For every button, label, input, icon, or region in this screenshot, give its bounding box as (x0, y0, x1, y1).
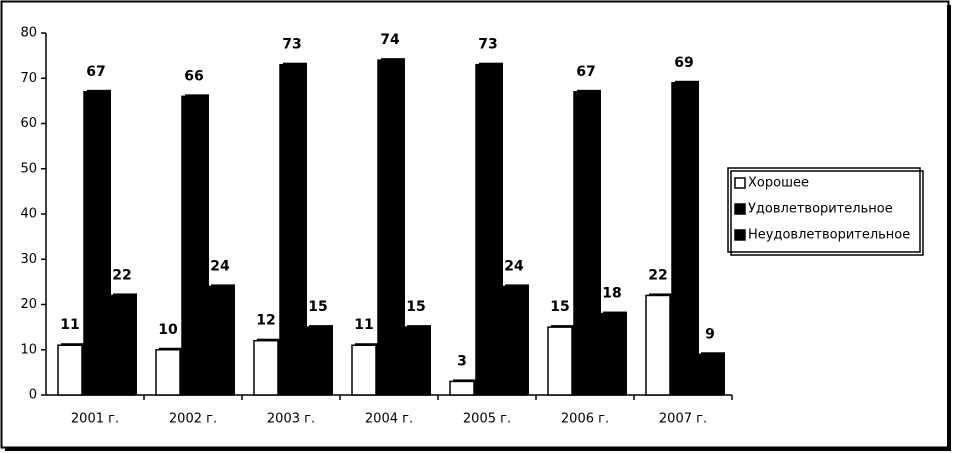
bar (279, 63, 305, 396)
y-tick-label: 30 (20, 252, 37, 267)
data-label: 12 (256, 313, 275, 329)
data-label: 22 (648, 267, 667, 283)
data-label: 15 (308, 299, 327, 315)
data-label: 69 (674, 55, 693, 71)
data-label: 73 (282, 37, 301, 53)
data-label: 66 (184, 68, 203, 84)
data-label: 11 (354, 317, 373, 333)
data-label: 24 (210, 258, 230, 274)
y-tick-label: 0 (29, 388, 37, 403)
x-tick-label: 2001 г. (71, 412, 119, 427)
legend-swatch (734, 229, 746, 241)
x-tick-label: 2002 г. (169, 412, 217, 427)
y-tick-label: 80 (20, 26, 37, 41)
x-tick-label: 2003 г. (267, 412, 315, 427)
data-label: 10 (158, 322, 178, 338)
bar (155, 349, 181, 396)
y-tick-label: 70 (20, 71, 37, 86)
bar (377, 59, 403, 396)
data-label: 3 (457, 353, 467, 369)
x-tick-label: 2007 г. (659, 412, 707, 427)
bar (181, 95, 207, 396)
legend-swatch (734, 177, 746, 189)
y-tick-label: 60 (20, 116, 37, 131)
legend-label: Хорошее (748, 176, 809, 191)
data-label: 15 (406, 299, 425, 315)
bar (207, 285, 233, 396)
legend-swatch (734, 203, 746, 215)
bar (697, 353, 723, 396)
bar (449, 380, 475, 396)
x-tick-label: 2006 г. (561, 412, 609, 427)
bar (305, 326, 331, 396)
legend-label: Удовлетворительное (748, 202, 893, 217)
bar (671, 82, 697, 396)
data-label: 24 (504, 258, 524, 274)
legend-shadow (730, 170, 924, 256)
bar (501, 285, 527, 396)
bar (475, 63, 501, 396)
data-label: 67 (86, 64, 105, 80)
bar (83, 91, 109, 396)
bar (645, 294, 671, 396)
data-label: 15 (550, 299, 569, 315)
legend-label: Неудовлетворительное (748, 228, 910, 243)
data-label: 22 (112, 267, 131, 283)
y-tick-label: 50 (20, 161, 37, 176)
bar (547, 326, 573, 396)
y-tick-label: 40 (20, 207, 37, 222)
data-label: 11 (60, 317, 79, 333)
data-label: 67 (576, 64, 595, 80)
bar (351, 344, 377, 396)
y-tick-label: 10 (20, 342, 37, 357)
legend: Хорошее Удовлетворительное Неудовлетворите… (727, 167, 924, 256)
bar (253, 339, 279, 396)
legend-box (727, 167, 921, 253)
x-tick-label: 2005 г. (463, 412, 511, 427)
bar (403, 326, 429, 396)
bar (109, 294, 135, 396)
bar (599, 312, 625, 396)
data-label: 9 (705, 326, 715, 342)
data-label: 74 (380, 32, 400, 48)
data-label: 18 (602, 286, 621, 302)
bar (57, 344, 83, 396)
bar (573, 91, 599, 396)
y-tick-label: 20 (20, 297, 37, 312)
data-label: 73 (478, 37, 497, 53)
x-tick-label: 2004 г. (365, 412, 413, 427)
